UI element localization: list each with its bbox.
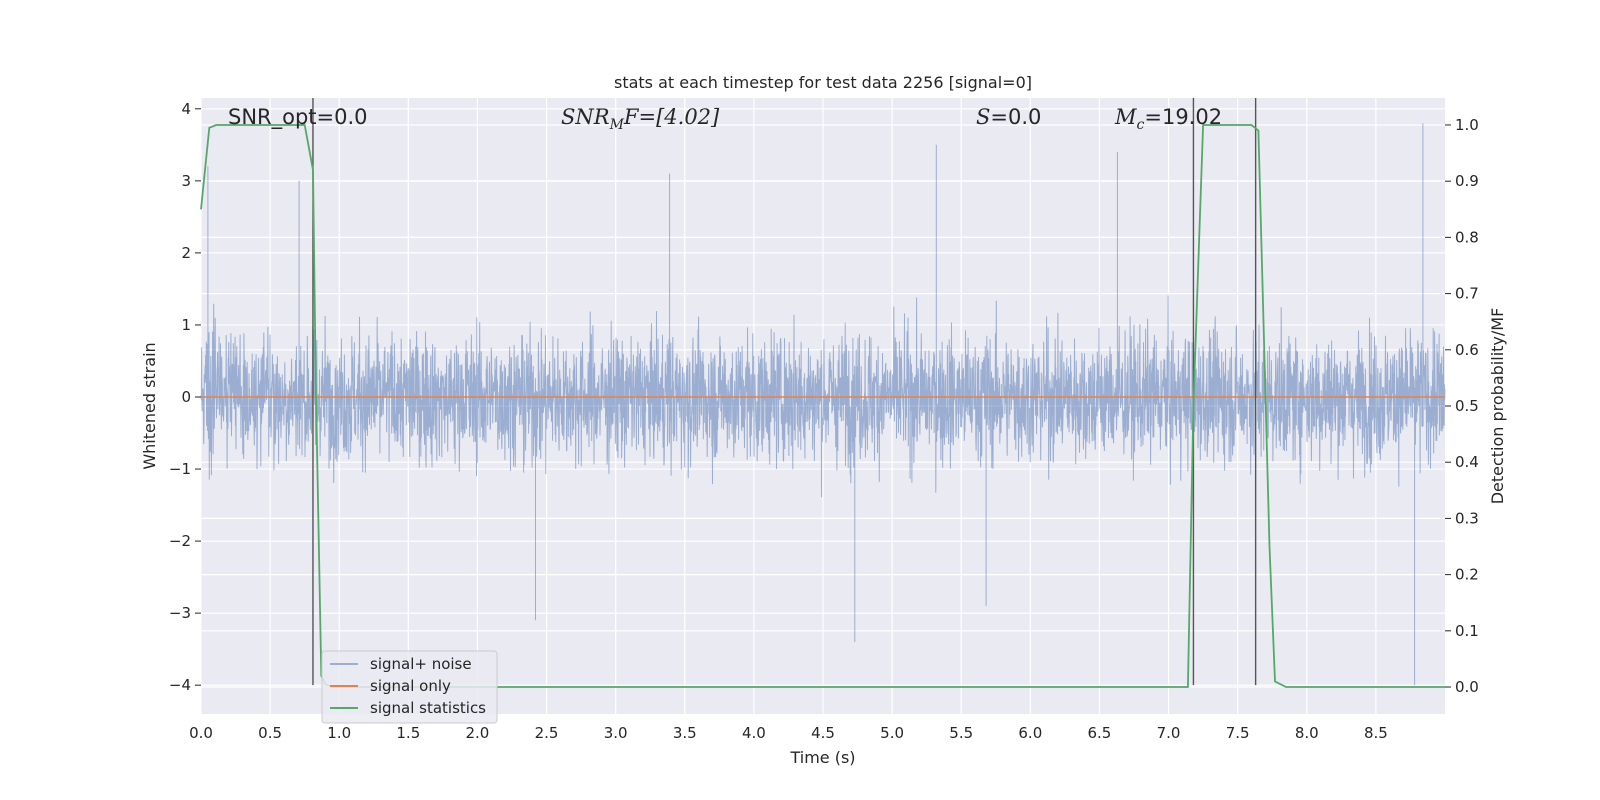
annotation-mc: Mc=19.02 — [1114, 105, 1222, 133]
annotation-s: S=0.0 — [976, 105, 1041, 129]
x-tick-label: 4.5 — [811, 724, 835, 742]
x-tick-label: 2.0 — [466, 724, 490, 742]
y2-axis-label: Detection probability/MF — [1488, 308, 1507, 505]
x-tick-label: 3.0 — [604, 724, 628, 742]
x-tick-label: 0.5 — [258, 724, 282, 742]
y-tick-label: 0 — [181, 388, 191, 406]
annotation-snr-opt: SNR_opt=0.0 — [228, 105, 368, 130]
y2-tick-label: 0.1 — [1455, 622, 1479, 640]
chart-title: stats at each timestep for test data 225… — [614, 73, 1032, 92]
series-signal-statistics-line — [200, 124, 1445, 688]
annotation-mc-sub: c — [1137, 117, 1145, 133]
x-tick-label: 7.0 — [1157, 724, 1181, 742]
x-axis-label: Time (s) — [789, 748, 855, 767]
annotation-s-value: =0.0 — [990, 105, 1041, 129]
annotation-mc-base: M — [1114, 105, 1137, 129]
grid — [200, 98, 1445, 714]
x-tick-label: 3.5 — [673, 724, 697, 742]
y-tick-label: 3 — [181, 172, 191, 190]
tick-labels: 0.0 0.5 1.0 1.5 2.0 2.5 3.0 3.5 4.0 4.5 5.0 5.5 6.0 6… — [169, 100, 1479, 742]
x-tick-label: 5.5 — [949, 724, 973, 742]
x-tick-label: 2.5 — [535, 724, 559, 742]
y-tick-label: −3 — [169, 604, 191, 622]
y-tick-label: 2 — [181, 244, 191, 262]
y-axis-label: Whitened strain — [140, 342, 159, 469]
x-tick-label: 1.0 — [327, 724, 351, 742]
x-tick-label: 5.0 — [880, 724, 904, 742]
annotation-snr-mf-base: SNR — [561, 105, 610, 129]
y2-tick-label: 0.4 — [1455, 453, 1479, 471]
y2-tick-label: 0.0 — [1455, 678, 1479, 696]
legend-box — [321, 650, 498, 724]
x-tick-label: 4.0 — [742, 724, 766, 742]
x-tick-label: 6.0 — [1018, 724, 1042, 742]
x-tick-label: 1.5 — [396, 724, 420, 742]
legend-label-signal-noise: signal+ noise — [370, 655, 472, 673]
legend-label-signal-statistics: signal statistics — [370, 699, 486, 717]
y-tick-label: −2 — [169, 532, 191, 550]
series-signal-noise-line — [200, 123, 1446, 686]
x-tick-label: 6.5 — [1088, 724, 1112, 742]
y-tick-label: −4 — [169, 676, 191, 694]
x-tick-label: 0.0 — [189, 724, 213, 742]
annotation-mc-value: =19.02 — [1144, 105, 1222, 129]
annotation-snr-mf: SNRMF=[4.02] — [561, 105, 720, 133]
x-tick-label: 7.5 — [1226, 724, 1250, 742]
y2-tick-label: 0.9 — [1455, 172, 1479, 190]
series-marks — [200, 98, 1445, 688]
annotation-snr-mf-f: F=[4.02] — [623, 105, 720, 129]
legend-label-signal-only: signal only — [370, 677, 451, 695]
y2-tick-label: 1.0 — [1455, 116, 1479, 134]
y2-tick-label: 0.5 — [1455, 397, 1479, 415]
y2-tick-label: 0.8 — [1455, 228, 1479, 246]
x-tick-label: 8.0 — [1295, 724, 1319, 742]
y2-tick-label: 0.3 — [1455, 509, 1479, 527]
noise-series — [200, 123, 1446, 686]
y-tick-label: 4 — [181, 100, 191, 118]
y-tick-label: 1 — [181, 316, 191, 334]
legend: signal+ noise signal only signal statist… — [321, 650, 498, 724]
y-tick-label: −1 — [169, 460, 191, 478]
annotation-s-base: S — [976, 105, 990, 129]
y2-tick-label: 0.2 — [1455, 566, 1479, 584]
y2-tick-label: 0.6 — [1455, 341, 1479, 359]
annotation-snr-mf-sub: M — [609, 117, 625, 133]
x-tick-label: 8.5 — [1364, 724, 1388, 742]
y2-tick-label: 0.7 — [1455, 285, 1479, 303]
